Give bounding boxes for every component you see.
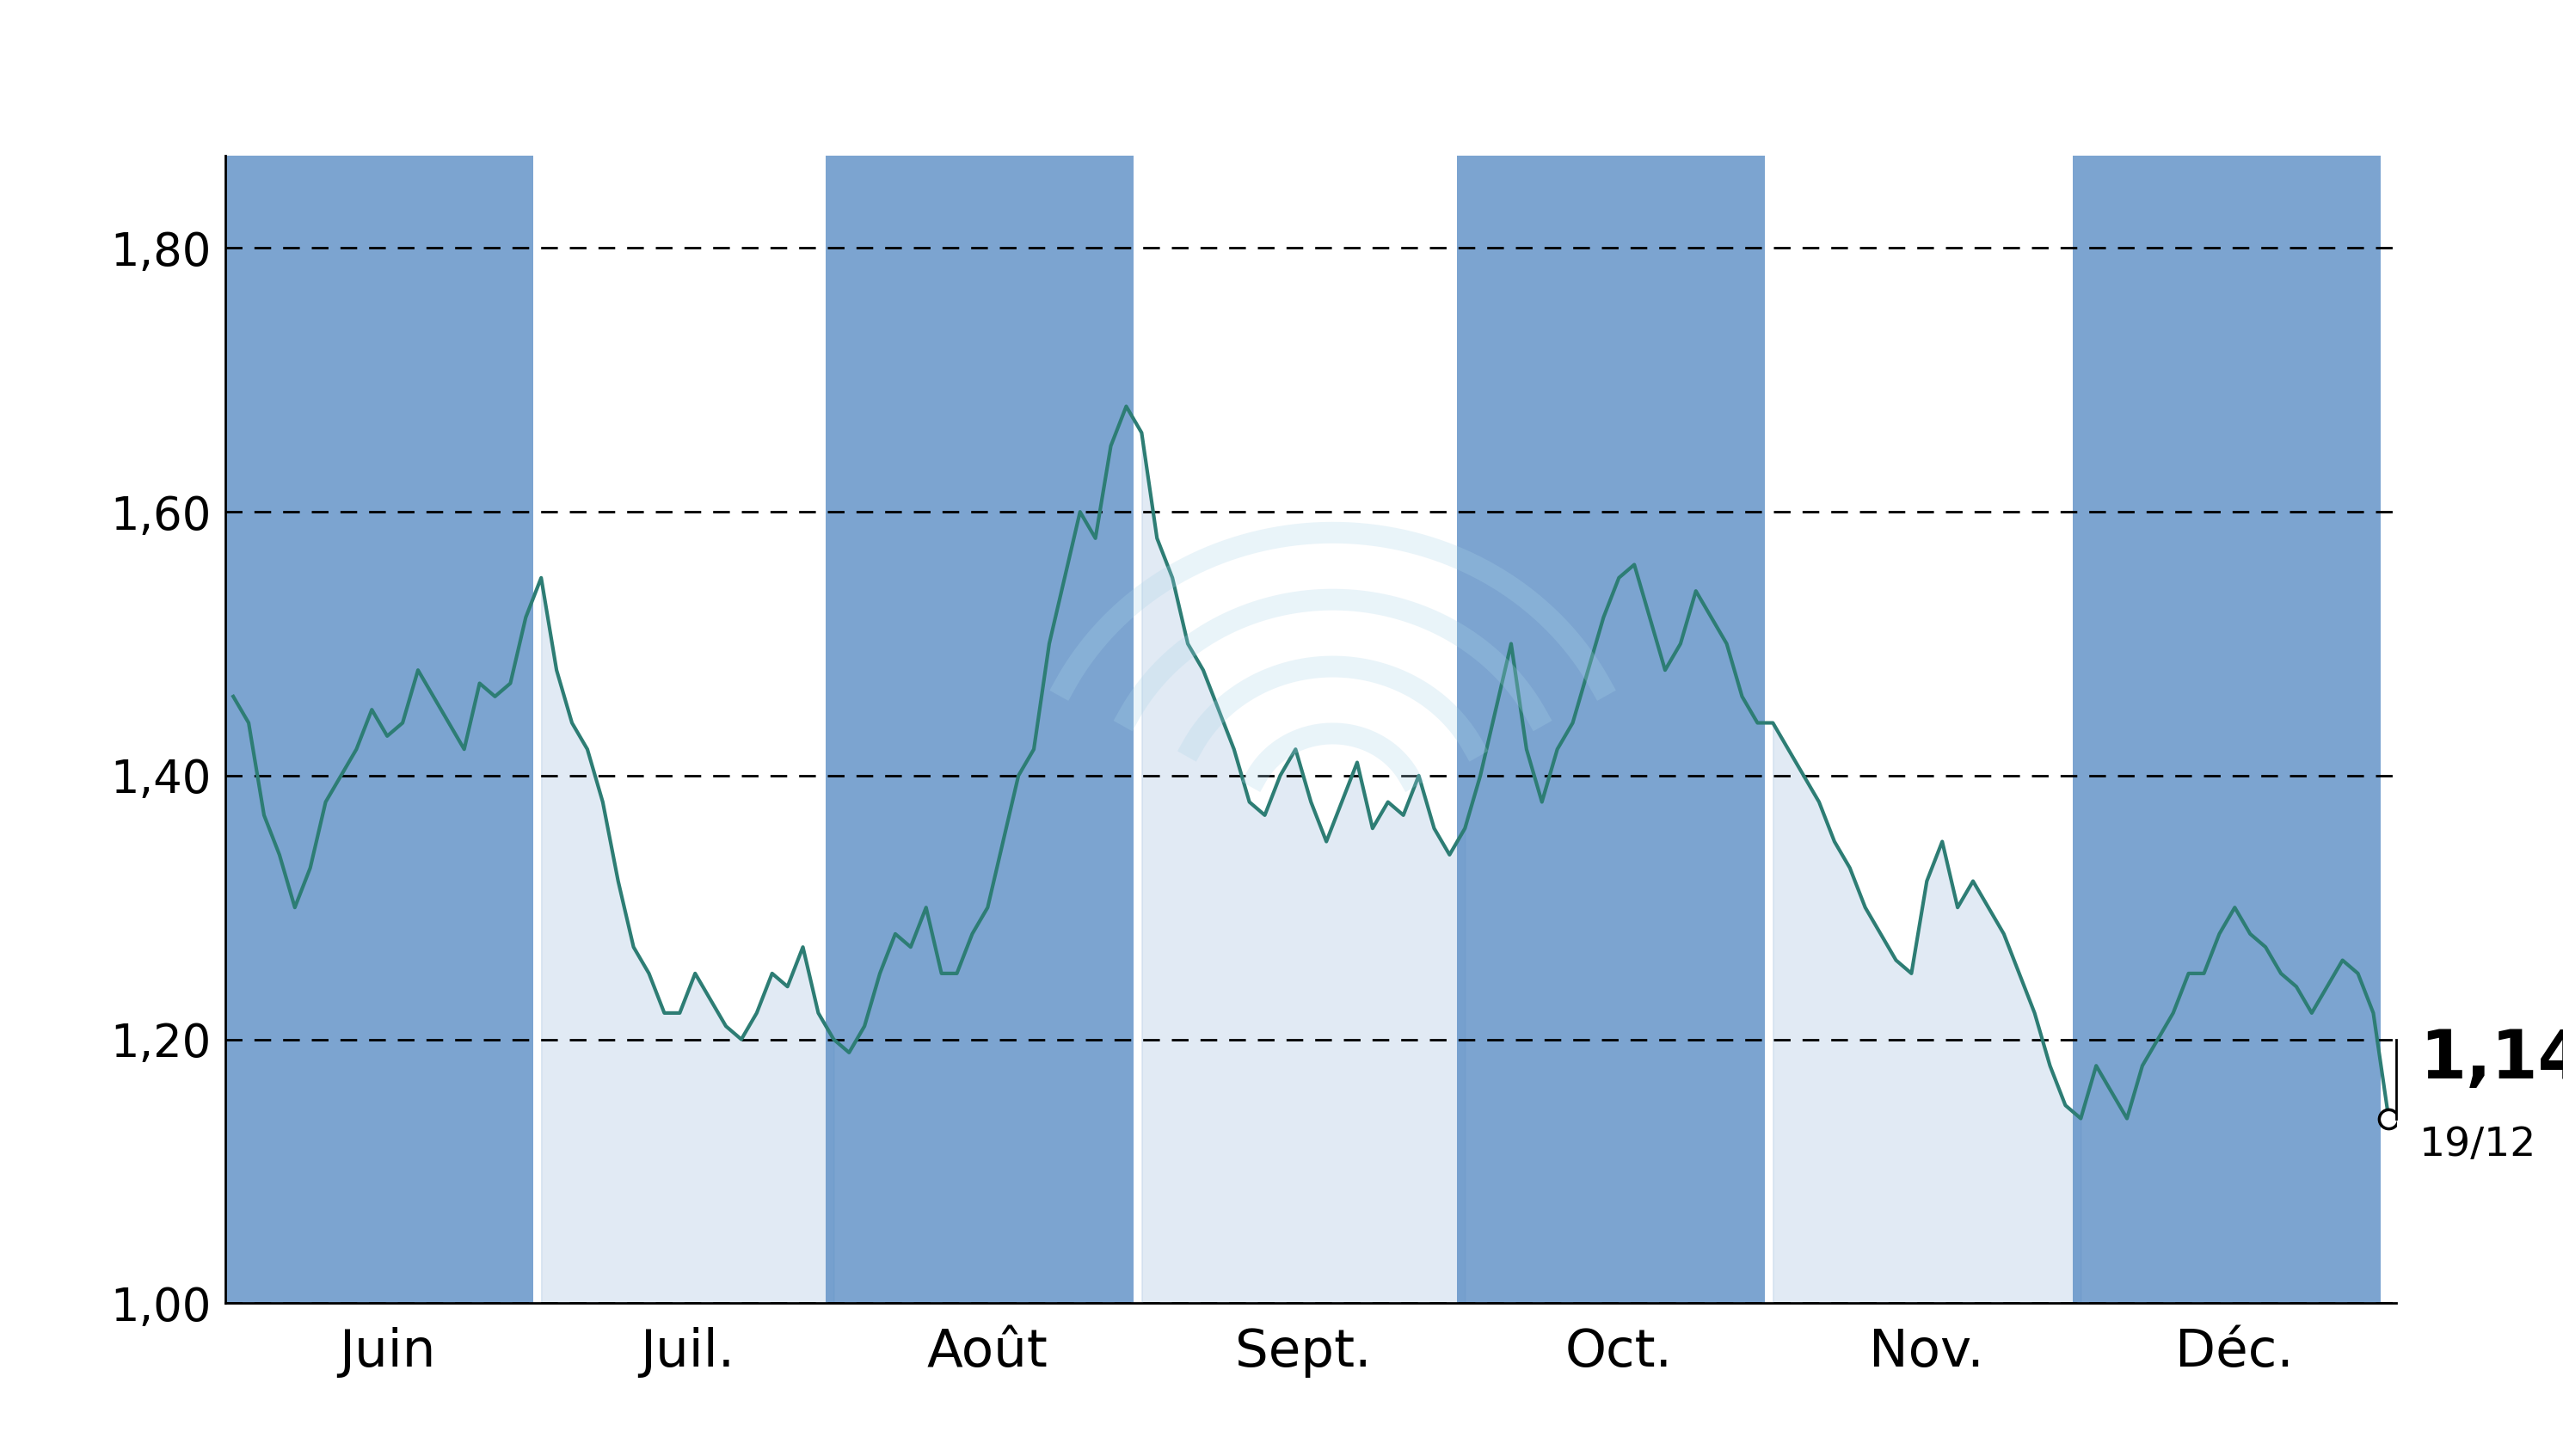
Text: 1,14: 1,14 xyxy=(2419,1026,2563,1092)
Text: 19/12: 19/12 xyxy=(2419,1125,2537,1165)
Bar xyxy=(2073,156,2381,1303)
Bar xyxy=(1458,156,1766,1303)
Bar xyxy=(226,156,533,1303)
Text: Singulus Technologies AG: Singulus Technologies AG xyxy=(643,16,1920,103)
Bar xyxy=(825,156,1133,1303)
